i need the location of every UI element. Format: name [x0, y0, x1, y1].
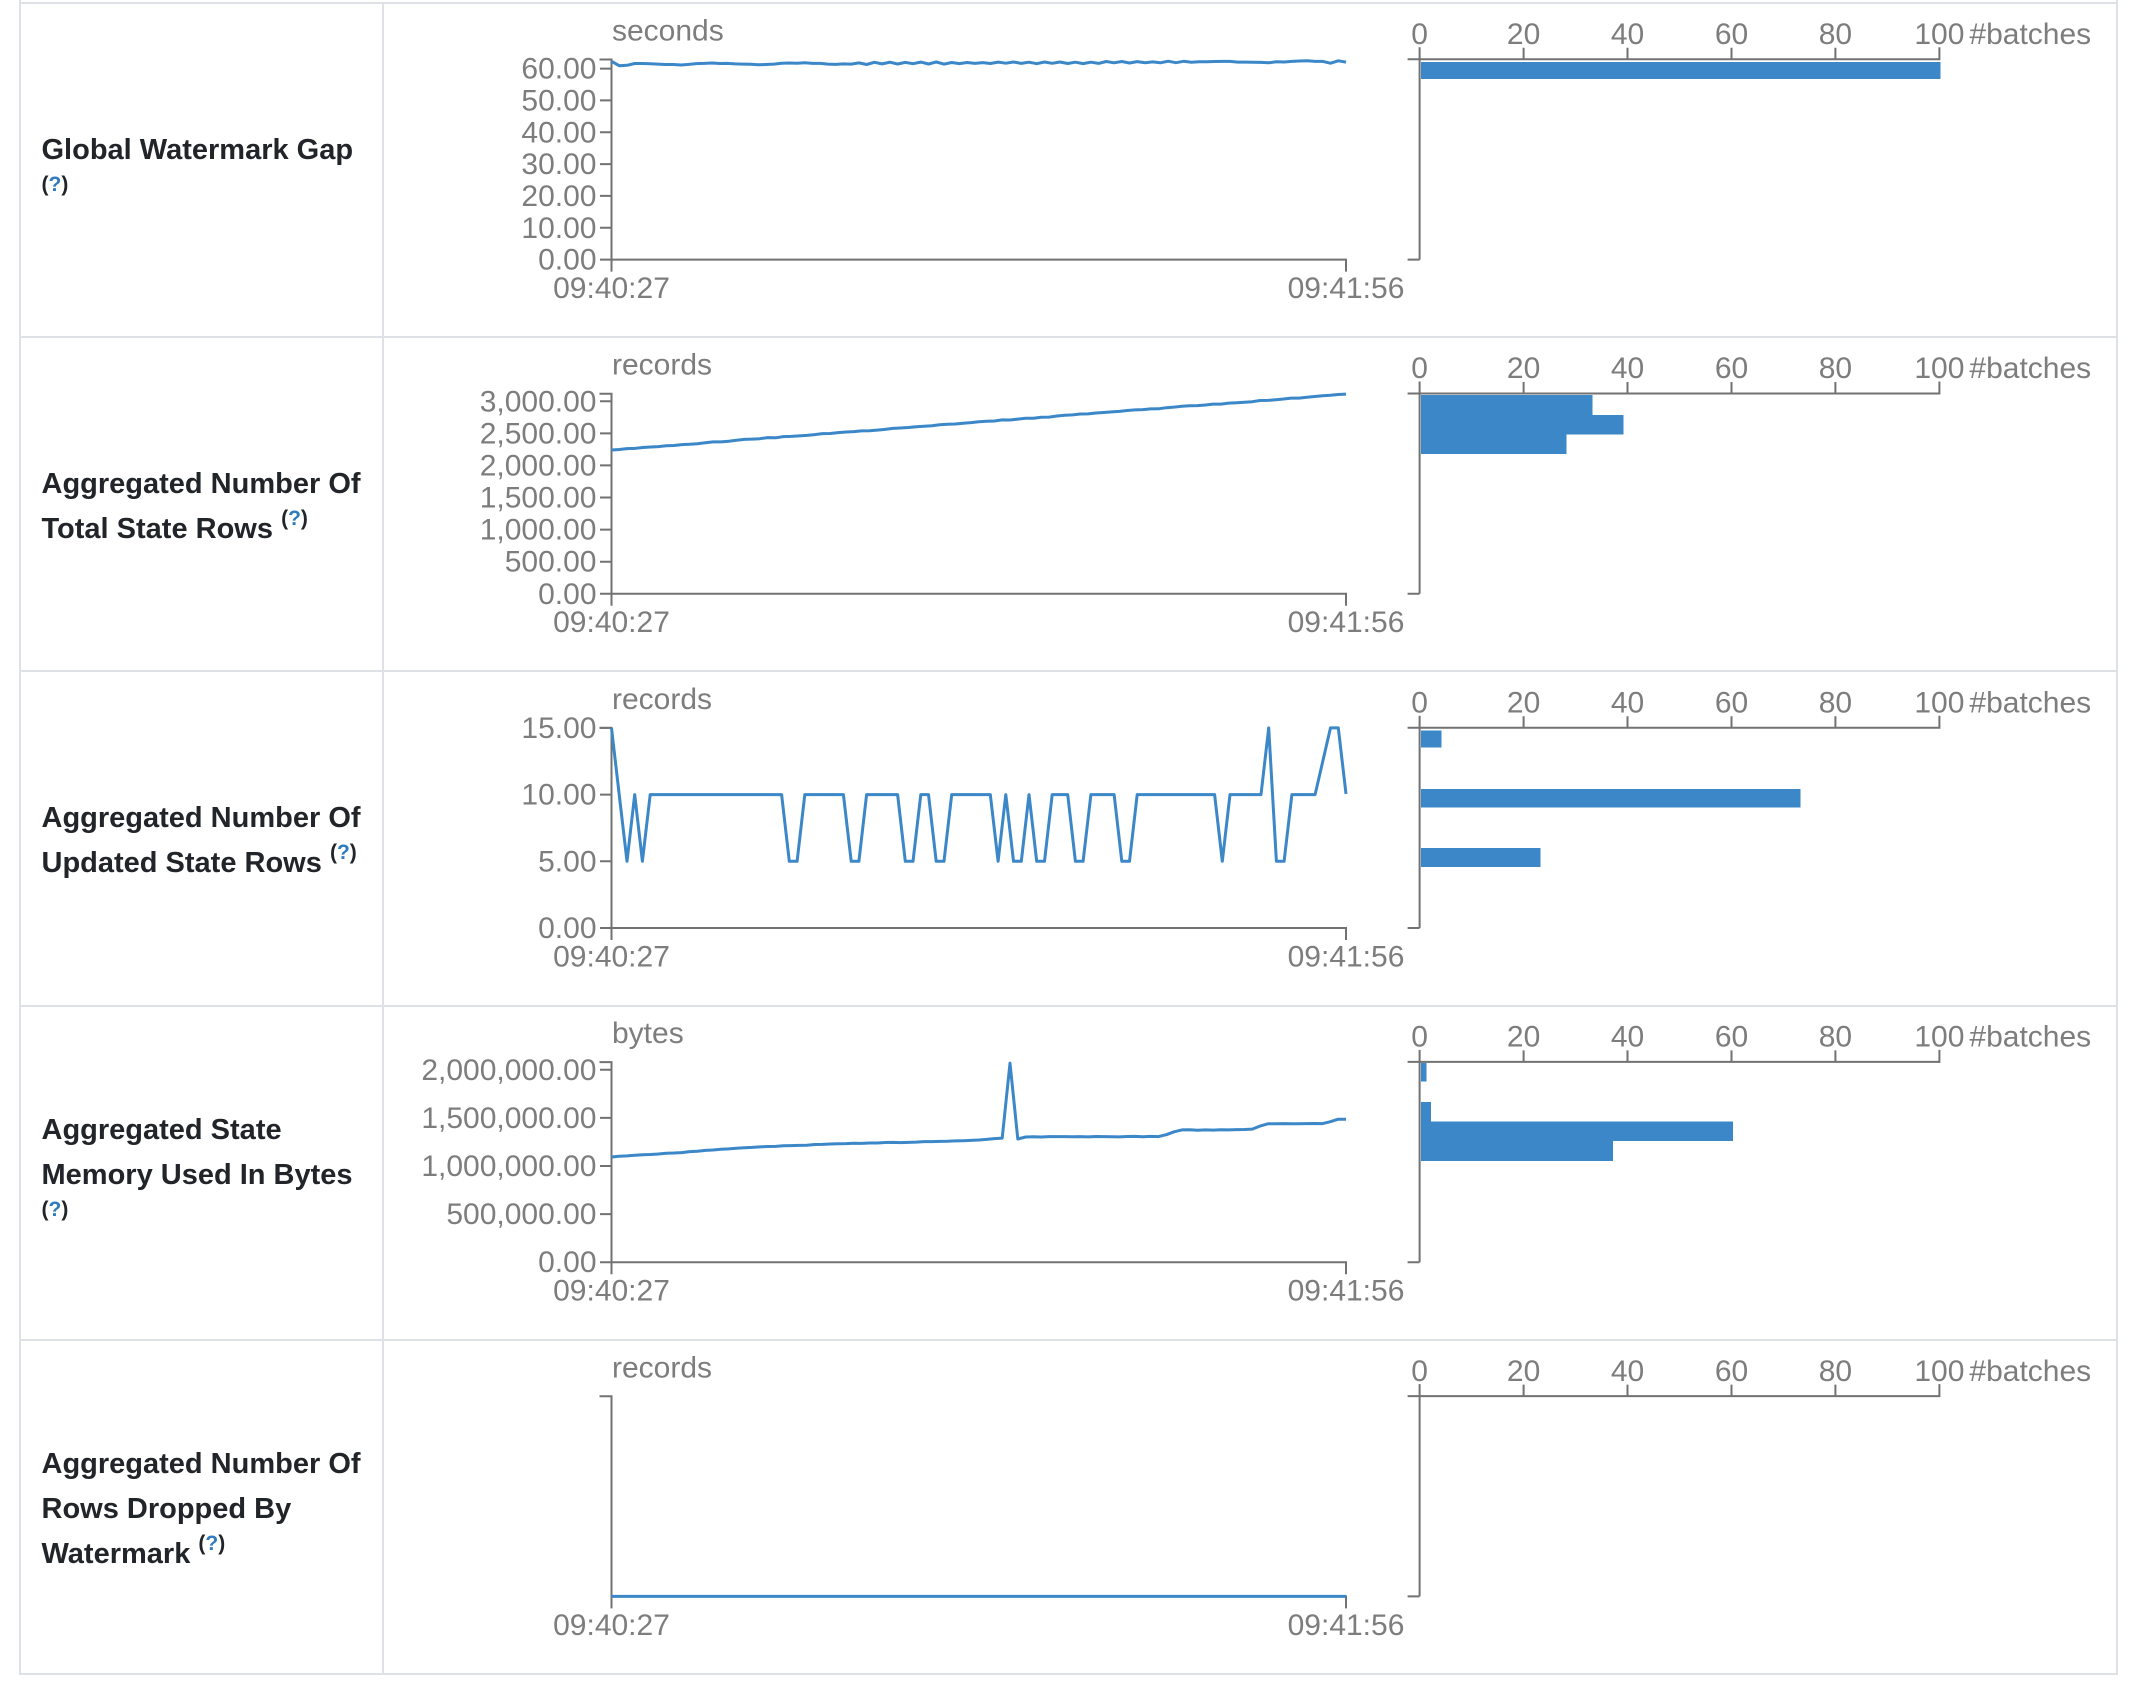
svg-text:09:40:27: 09:40:27 [553, 272, 670, 305]
svg-text:09:40:27: 09:40:27 [553, 1609, 670, 1642]
svg-text:09:41:56: 09:41:56 [1288, 272, 1405, 305]
svg-text:60.00: 60.00 [521, 53, 596, 86]
svg-text:40: 40 [1611, 686, 1644, 719]
svg-text:15.00: 15.00 [521, 712, 596, 745]
svg-text:100: 100 [1914, 1021, 1964, 1054]
svg-text:40: 40 [1611, 1355, 1644, 1388]
svg-text:80: 80 [1819, 352, 1852, 385]
svg-text:100: 100 [1914, 686, 1964, 719]
svg-text:40.00: 40.00 [521, 116, 596, 149]
svg-text:80: 80 [1819, 1355, 1852, 1388]
svg-text:2,000.00: 2,000.00 [480, 449, 597, 482]
svg-text:5.00: 5.00 [538, 845, 596, 878]
svg-text:60: 60 [1715, 1021, 1748, 1054]
svg-text:#batches: #batches [1969, 1355, 2091, 1388]
svg-text:500,000.00: 500,000.00 [446, 1198, 596, 1231]
svg-text:50.00: 50.00 [521, 84, 596, 117]
svg-text:100: 100 [1914, 1355, 1964, 1388]
svg-text:20: 20 [1507, 686, 1540, 719]
svg-text:40: 40 [1611, 352, 1644, 385]
svg-text:60: 60 [1715, 18, 1748, 51]
svg-text:#batches: #batches [1969, 686, 2091, 719]
svg-text:records: records [612, 349, 712, 382]
svg-text:0.00: 0.00 [538, 244, 596, 277]
svg-text:1,000,000.00: 1,000,000.00 [421, 1150, 596, 1183]
svg-text:1,500.00: 1,500.00 [480, 482, 597, 515]
svg-text:2,500.00: 2,500.00 [480, 417, 597, 450]
svg-text:records: records [612, 683, 712, 716]
svg-text:0.00: 0.00 [538, 578, 596, 611]
svg-text:0: 0 [1411, 686, 1428, 719]
svg-text:0: 0 [1411, 18, 1428, 51]
svg-text:80: 80 [1819, 686, 1852, 719]
svg-text:40: 40 [1611, 1021, 1644, 1054]
svg-text:#batches: #batches [1969, 352, 2091, 385]
svg-text:20: 20 [1507, 1021, 1540, 1054]
svg-text:3,000.00: 3,000.00 [480, 385, 597, 418]
svg-text:10.00: 10.00 [521, 779, 596, 812]
svg-text:seconds: seconds [612, 15, 724, 48]
svg-text:80: 80 [1819, 1021, 1852, 1054]
svg-text:records: records [612, 1351, 712, 1384]
svg-text:10.00: 10.00 [521, 212, 596, 245]
svg-text:30.00: 30.00 [521, 148, 596, 181]
svg-text:20: 20 [1507, 352, 1540, 385]
svg-text:0.00: 0.00 [538, 1246, 596, 1279]
svg-text:09:41:56: 09:41:56 [1288, 1609, 1405, 1642]
svg-text:60: 60 [1715, 686, 1748, 719]
svg-text:20.00: 20.00 [521, 180, 596, 213]
svg-text:09:40:27: 09:40:27 [553, 1275, 670, 1308]
svg-text:60: 60 [1715, 352, 1748, 385]
svg-text:1,500,000.00: 1,500,000.00 [421, 1102, 596, 1135]
svg-text:bytes: bytes [612, 1017, 684, 1050]
svg-text:09:40:27: 09:40:27 [553, 940, 670, 973]
svg-text:60: 60 [1715, 1355, 1748, 1388]
svg-text:#batches: #batches [1969, 1021, 2091, 1054]
svg-text:0: 0 [1411, 1355, 1428, 1388]
svg-text:80: 80 [1819, 18, 1852, 51]
svg-text:09:41:56: 09:41:56 [1288, 940, 1405, 973]
svg-text:20: 20 [1507, 18, 1540, 51]
svg-text:2,000,000.00: 2,000,000.00 [421, 1054, 596, 1087]
svg-text:#batches: #batches [1969, 18, 2091, 51]
svg-text:09:40:27: 09:40:27 [553, 606, 670, 639]
svg-text:100: 100 [1914, 18, 1964, 51]
svg-text:0.00: 0.00 [538, 912, 596, 945]
svg-text:0: 0 [1411, 1021, 1428, 1054]
svg-text:09:41:56: 09:41:56 [1288, 1275, 1405, 1308]
svg-text:0: 0 [1411, 352, 1428, 385]
svg-text:09:41:56: 09:41:56 [1288, 606, 1405, 639]
svg-text:100: 100 [1914, 352, 1964, 385]
svg-text:40: 40 [1611, 18, 1644, 51]
svg-text:20: 20 [1507, 1355, 1540, 1388]
svg-text:1,000.00: 1,000.00 [480, 514, 597, 547]
svg-text:500.00: 500.00 [505, 546, 597, 579]
